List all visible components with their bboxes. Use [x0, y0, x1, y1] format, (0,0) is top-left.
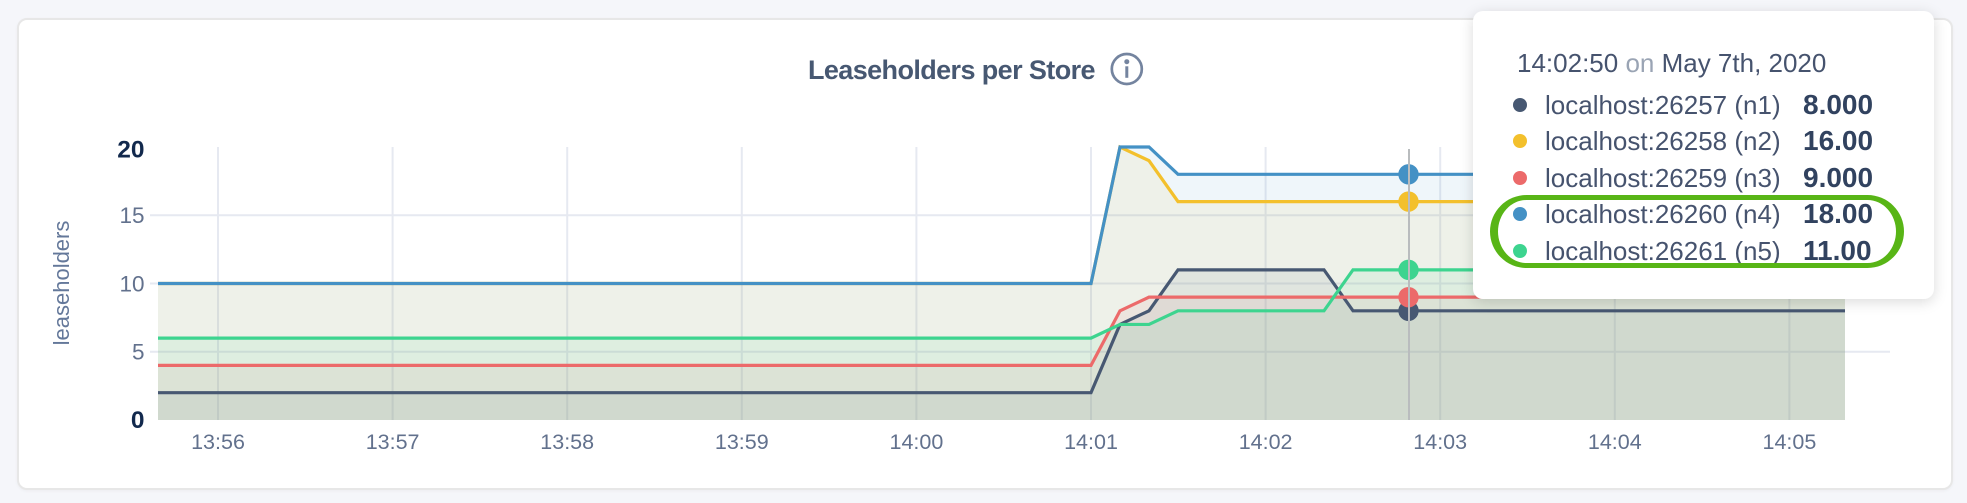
svg-text:13:58: 13:58	[540, 430, 594, 454]
svg-text:13:56: 13:56	[191, 430, 245, 454]
svg-text:10: 10	[119, 272, 144, 297]
svg-text:13:57: 13:57	[366, 430, 420, 454]
svg-text:20: 20	[117, 137, 144, 164]
svg-text:14:01: 14:01	[1064, 430, 1118, 454]
svg-text:13:59: 13:59	[715, 430, 769, 454]
svg-text:14:00: 14:00	[889, 430, 943, 454]
svg-text:15: 15	[119, 203, 144, 228]
svg-text:14:05: 14:05	[1762, 430, 1816, 454]
svg-text:0: 0	[131, 407, 145, 434]
svg-text:14:03: 14:03	[1413, 430, 1467, 454]
svg-text:14:02: 14:02	[1239, 430, 1293, 454]
svg-text:14:04: 14:04	[1588, 430, 1642, 454]
svg-text:5: 5	[132, 340, 145, 365]
